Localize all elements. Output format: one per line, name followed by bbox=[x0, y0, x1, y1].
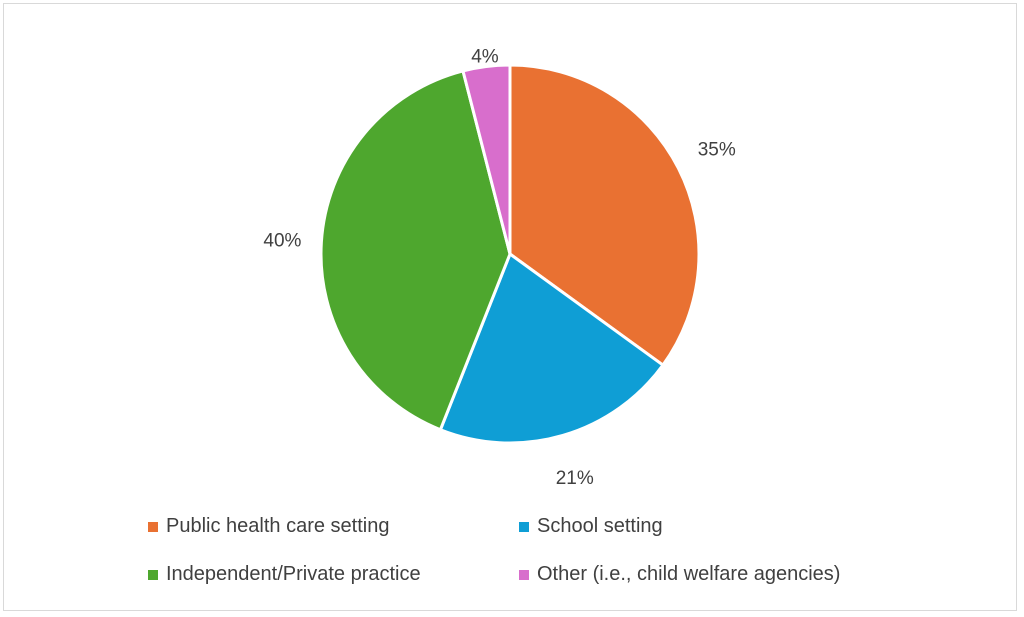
data-label-public-health: 35% bbox=[698, 140, 736, 161]
legend-label: Public health care setting bbox=[166, 515, 390, 537]
legend-label: Independent/Private practice bbox=[166, 563, 421, 585]
data-label-other: 4% bbox=[471, 47, 499, 68]
legend-item-public-health: Public health care setting bbox=[148, 515, 389, 538]
pie-slice-public-health bbox=[508, 63, 701, 368]
data-label-school: 21% bbox=[556, 468, 594, 489]
pie-slice-school bbox=[438, 251, 666, 445]
legend-item-independent: Independent/Private practice bbox=[148, 563, 421, 586]
legend-label: Other (i.e., child welfare agencies) bbox=[537, 563, 841, 585]
legend-item-school: School setting bbox=[519, 515, 663, 538]
legend-label: School setting bbox=[537, 515, 663, 537]
legend-swatch bbox=[148, 569, 158, 580]
pie-slice-other bbox=[461, 63, 512, 255]
legend-item-other: Other (i.e., child welfare agencies) bbox=[519, 563, 840, 586]
data-label-independent: 40% bbox=[263, 231, 301, 252]
legend-swatch bbox=[519, 569, 529, 580]
legend-swatch bbox=[148, 521, 158, 532]
pie-slice-independent bbox=[319, 69, 512, 432]
chart-area bbox=[3, 3, 1017, 611]
legend-swatch bbox=[519, 521, 529, 532]
